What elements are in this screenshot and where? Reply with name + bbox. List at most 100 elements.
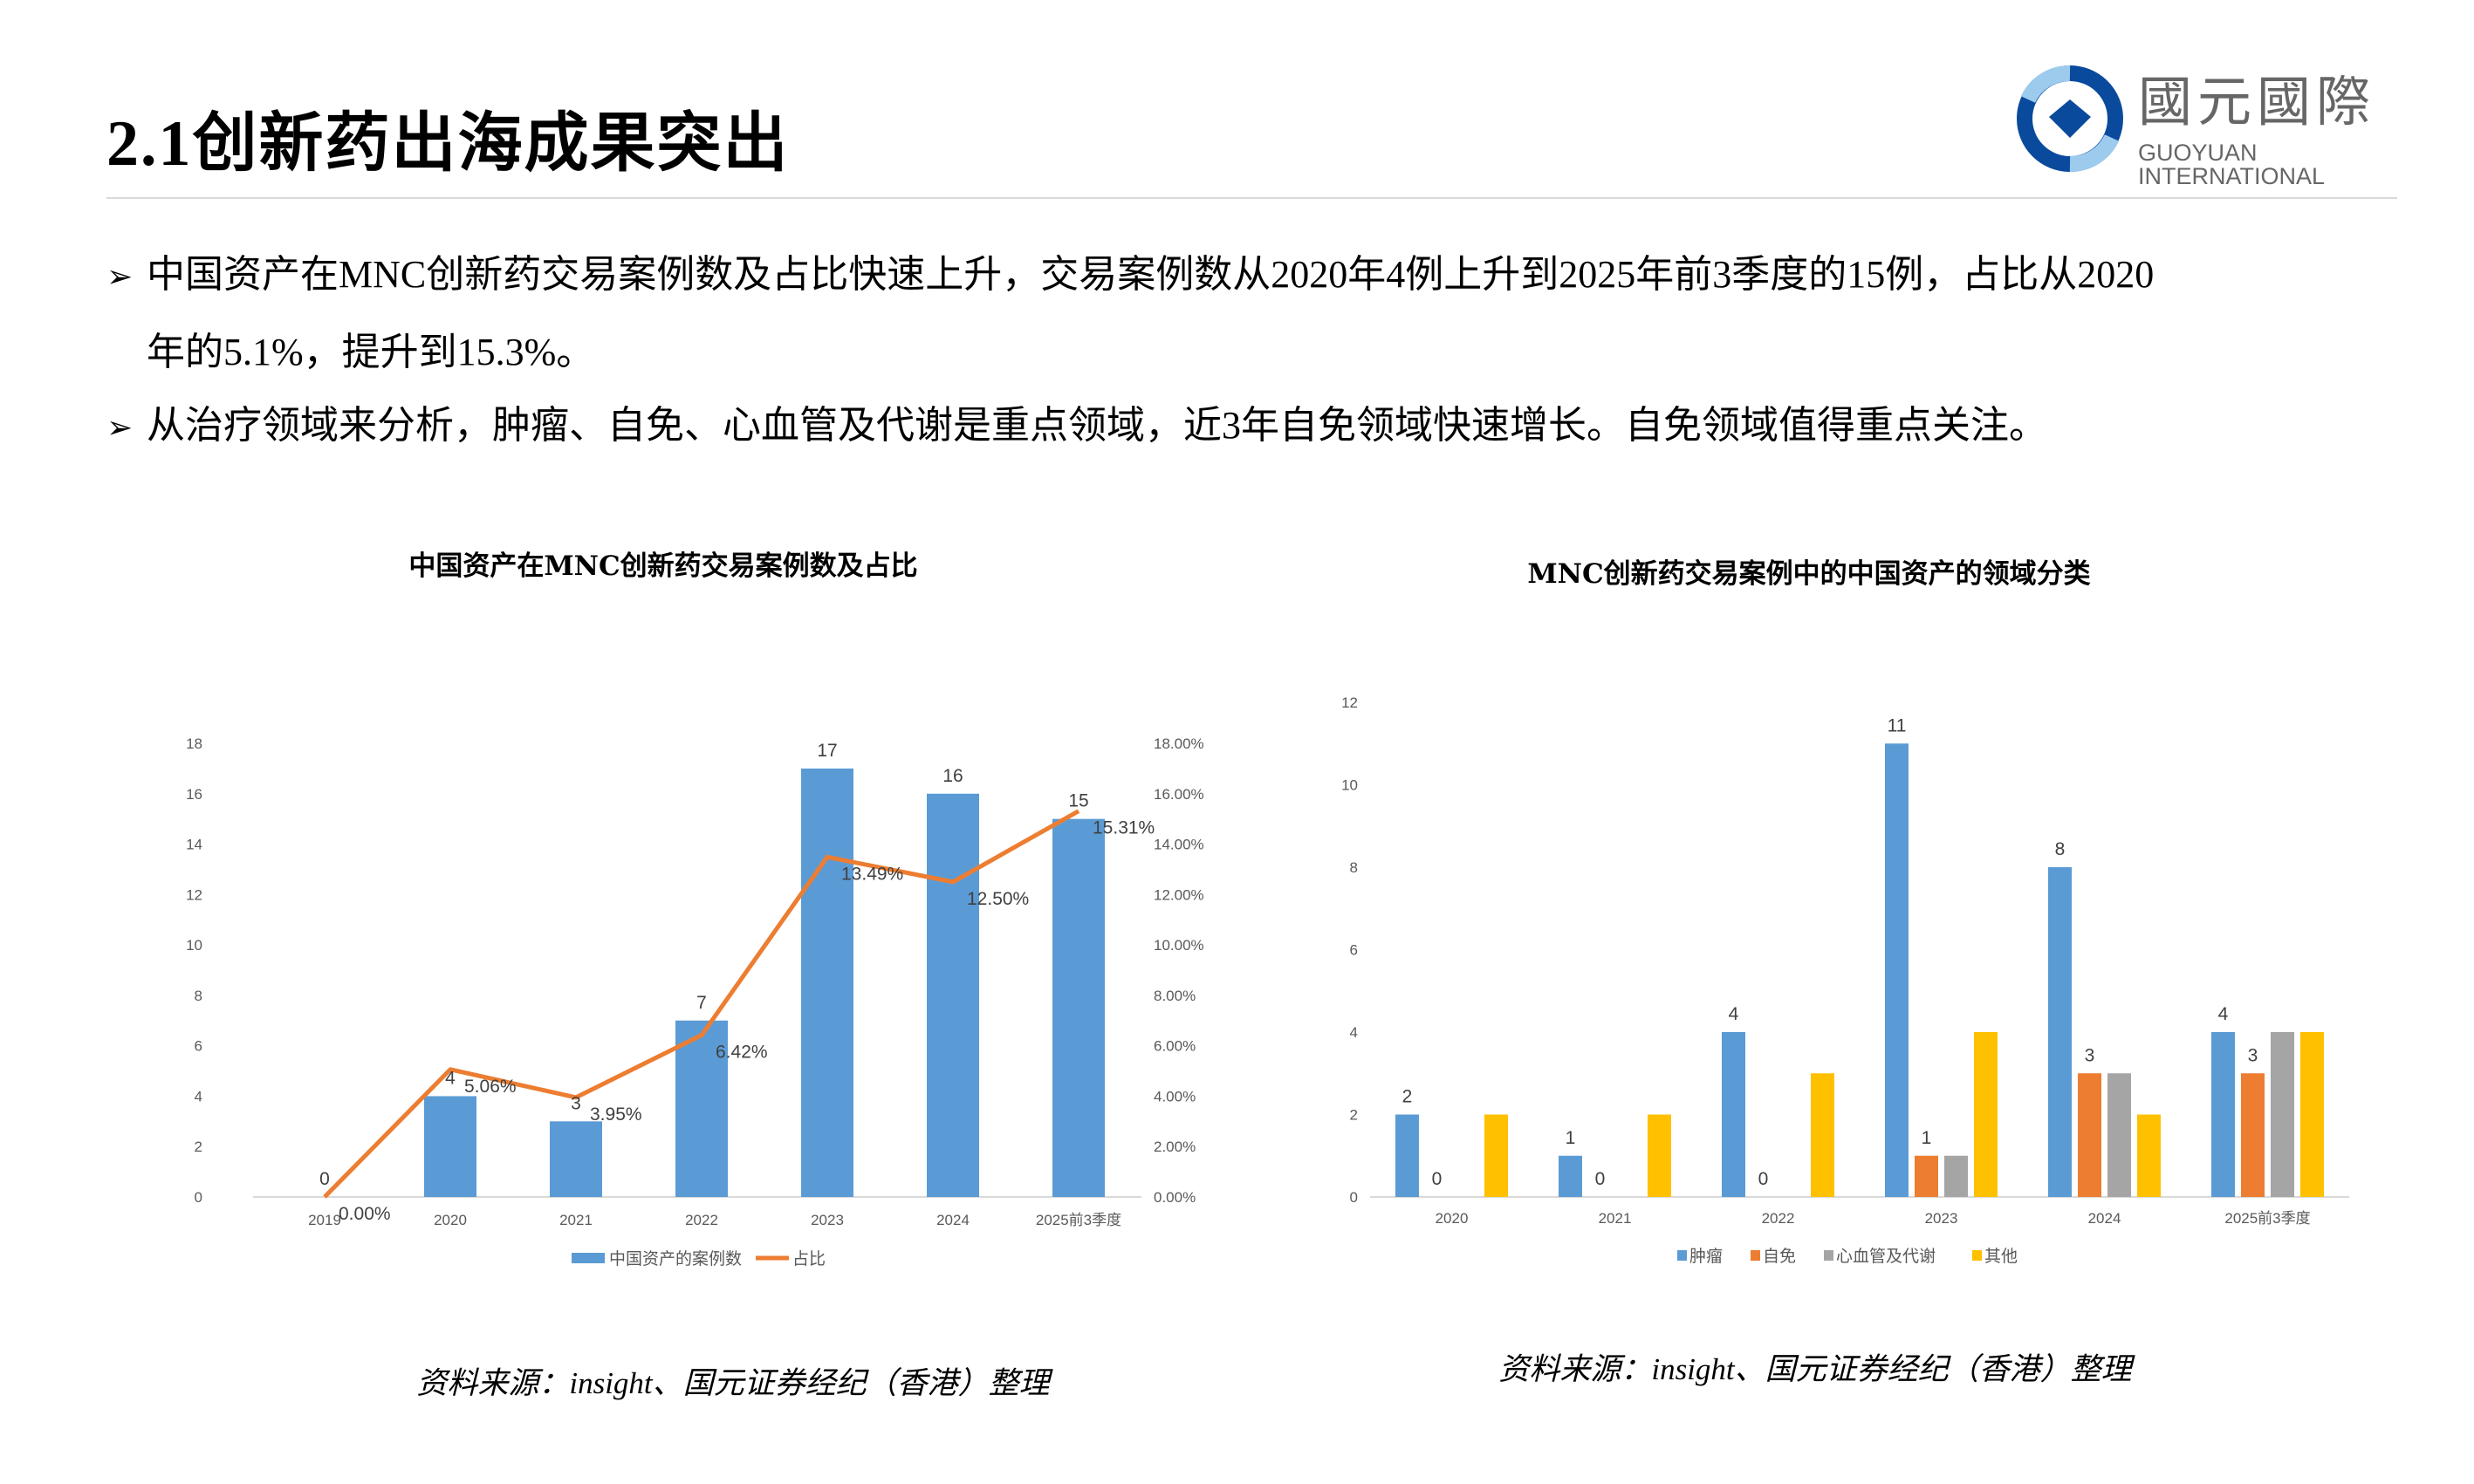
y-axis-tick-label: 2: [195, 1139, 202, 1155]
legend-label: 肿瘤: [1689, 1247, 1723, 1266]
x-axis-tick-label: 2024: [2088, 1210, 2121, 1227]
bullet-point-2: ➢ 从治疗领域来分析，肿瘤、自免、心血管及代谢是重点领域，近3年自免领域快速增长。…: [106, 388, 2375, 466]
line-data-label: 12.50%: [967, 889, 1029, 909]
bullet-text-line2: 年的5.1%，提升到15.3%。: [147, 331, 595, 373]
bar-data-label: 3: [2085, 1045, 2095, 1065]
legend-label: 其他: [1984, 1247, 2018, 1266]
bar-cardiometabolic: [1944, 1155, 1968, 1197]
legend-swatch: [1677, 1250, 1687, 1261]
legend-swatch: [1751, 1250, 1760, 1261]
legend-swatch-bar: [572, 1253, 605, 1263]
bar-data-label: 3: [2248, 1045, 2258, 1065]
y2-axis-tick-label: 12.00%: [1154, 886, 1204, 903]
bar-case-count: [1052, 818, 1105, 1197]
source-note: 资料来源：insight、国元证券经纪（香港）整理: [416, 1366, 1053, 1400]
bar-immunology: [1915, 1155, 1938, 1197]
bar-data-label: 17: [817, 741, 837, 761]
legend-label: 心血管及代谢: [1836, 1247, 1936, 1266]
line-data-label: 5.06%: [464, 1077, 517, 1097]
x-axis-tick-label: 2021: [1599, 1210, 1632, 1227]
y-axis-tick-label: 4: [195, 1088, 202, 1104]
bar-data-label: 16: [942, 766, 963, 786]
bar-data-label: 0: [1758, 1169, 1769, 1189]
bar-case-count: [424, 1096, 476, 1197]
bar-data-label: 4: [1729, 1004, 1739, 1024]
bar-other: [2300, 1032, 2324, 1197]
legend-swatch: [1972, 1250, 1982, 1261]
y-axis-tick-label: 0: [1350, 1189, 1358, 1206]
y-axis-tick-label: 8: [195, 988, 202, 1004]
chart-title: MNC创新药交易案例中的中国资产的领域分类: [1527, 558, 2090, 590]
bullet-point-1: ➢ 中国资产在MNC创新药交易案例数及占比快速上升，交易案例数从2020年4例上升…: [106, 237, 2375, 390]
x-axis-tick-label: 2023: [811, 1212, 844, 1228]
logo-chinese-text: 國元國際: [2138, 70, 2376, 133]
bar-oncology: [1885, 743, 1909, 1197]
y2-axis-tick-label: 18.00%: [1154, 735, 1204, 752]
bar-data-label: 0: [319, 1169, 330, 1189]
x-axis-tick-label: 2022: [685, 1212, 718, 1228]
y2-axis-tick-label: 14.00%: [1154, 837, 1204, 853]
bar-oncology: [1395, 1114, 1419, 1197]
legend-label: 中国资产的案例数: [609, 1249, 742, 1269]
y2-axis-tick-label: 4.00%: [1154, 1088, 1196, 1104]
x-axis-tick-label: 2025前3季度: [1036, 1212, 1121, 1228]
bar-cardiometabolic: [2107, 1073, 2131, 1197]
bar-data-label: 1: [1922, 1128, 1932, 1148]
legend-label: 自免: [1763, 1247, 1796, 1266]
x-axis-tick-label: 2019: [308, 1212, 341, 1228]
page-title: 2.1创新药出海成果突出: [106, 108, 790, 180]
bar-immunology: [2078, 1073, 2101, 1197]
bar-oncology: [2048, 867, 2072, 1197]
legend-swatch: [1824, 1250, 1833, 1261]
bar-data-label: 8: [2055, 839, 2066, 859]
bar-oncology: [1559, 1155, 1582, 1197]
bar-other: [1484, 1114, 1508, 1197]
y-axis-tick-label: 18: [186, 735, 202, 752]
x-axis-tick-label: 2020: [1436, 1210, 1469, 1227]
bar-other: [1811, 1073, 1834, 1197]
bar-case-count: [927, 793, 979, 1197]
y2-axis-tick-label: 10.00%: [1154, 937, 1204, 954]
y2-axis-tick-label: 8.00%: [1154, 988, 1196, 1004]
y-axis-tick-label: 12: [1341, 694, 1358, 711]
x-axis-tick-label: 2020: [434, 1212, 467, 1228]
y-axis-tick-label: 6: [1350, 942, 1358, 959]
x-axis-tick-label: 2022: [1762, 1210, 1795, 1227]
y-axis-tick-label: 0: [195, 1189, 202, 1206]
bullet-text-line1: 从治疗领域来分析，肿瘤、自免、心血管及代谢是重点领域，近3年自免领域快速增长。自…: [147, 404, 2047, 447]
logo-mark-icon: [2017, 65, 2123, 172]
x-axis-tick-label: 2025前3季度: [2224, 1210, 2310, 1227]
y-axis-tick-label: 8: [1350, 859, 1358, 876]
y-axis-tick-label: 10: [186, 937, 202, 954]
chart-title: 中国资产在MNC创新药交易案例数及占比: [408, 551, 917, 582]
legend-label: 占比: [792, 1249, 826, 1269]
title-divider: [106, 197, 2397, 199]
y-axis-tick-label: 12: [186, 886, 202, 903]
source-note: 资料来源：insight、国元证券经纪（香港）整理: [1498, 1352, 2135, 1386]
bar-case-count: [675, 1020, 728, 1197]
line-data-label: 3.95%: [590, 1104, 642, 1125]
bar-data-label: 1: [1566, 1128, 1576, 1148]
y-axis-tick-label: 4: [1350, 1024, 1358, 1041]
line-data-label: 0.00%: [339, 1204, 391, 1224]
line-data-label: 6.42%: [716, 1043, 768, 1063]
bar-other: [1974, 1032, 1998, 1197]
bar-data-label: 7: [696, 993, 707, 1013]
y-axis-tick-label: 10: [1341, 777, 1358, 794]
bar-immunology: [2241, 1073, 2265, 1197]
bar-oncology: [2211, 1032, 2235, 1197]
y2-axis-tick-label: 2.00%: [1154, 1139, 1196, 1155]
line-share-percent: [323, 809, 1080, 1199]
bar-data-label: 2: [1402, 1087, 1413, 1107]
line-data-label: 13.49%: [841, 864, 903, 884]
bar-data-label: 4: [2218, 1004, 2229, 1024]
bar-data-label: 3: [571, 1093, 581, 1113]
y-axis-tick-label: 2: [1350, 1107, 1358, 1124]
x-axis-tick-label: 2024: [936, 1212, 970, 1228]
bar-other: [2137, 1114, 2161, 1197]
y-axis-tick-label: 16: [186, 786, 202, 803]
bar-cardiometabolic: [2271, 1032, 2294, 1197]
bullet-text-line1: 中国资产在MNC创新药交易案例数及占比快速上升，交易案例数从2020年4例上升到…: [147, 253, 2155, 296]
x-axis-tick-label: 2023: [1925, 1210, 1958, 1227]
bar-oncology: [1722, 1032, 1745, 1197]
